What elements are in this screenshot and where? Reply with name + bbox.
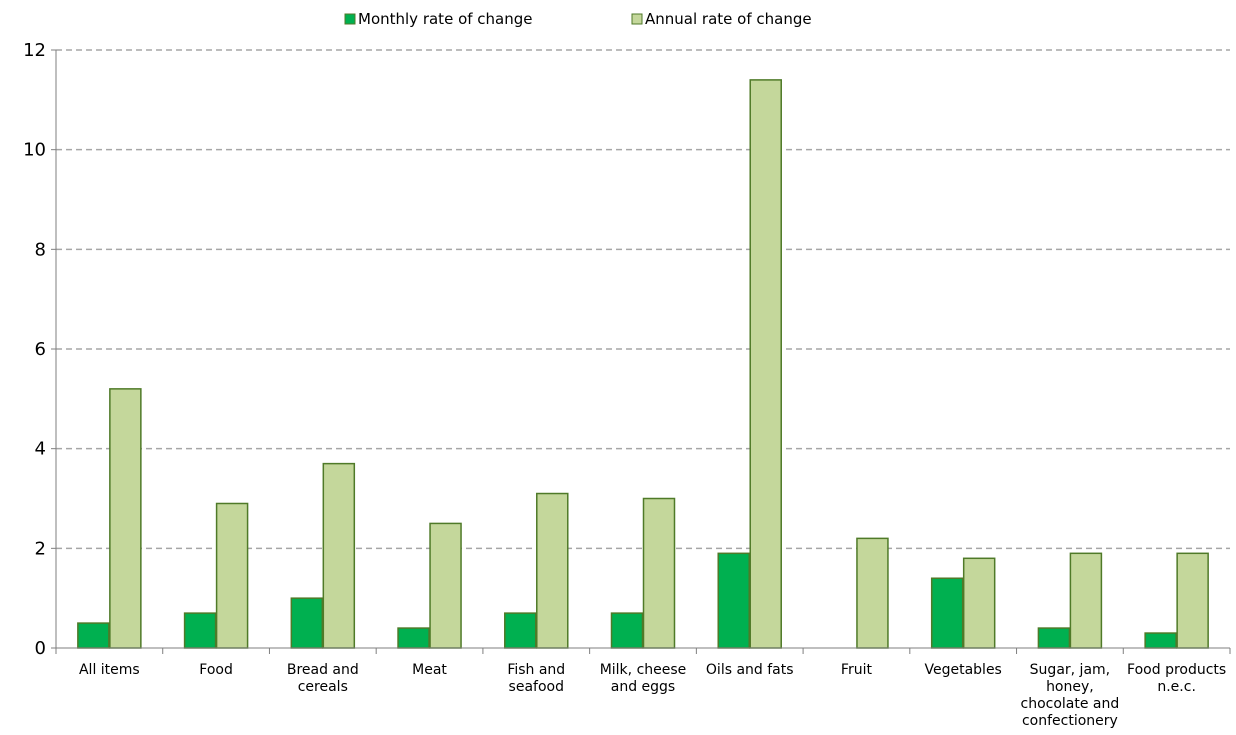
x-category-label: Meat (412, 662, 447, 678)
x-category-label-line: Oils and fats (706, 662, 794, 678)
bar-monthly (717, 552, 750, 649)
x-category-label: Sugar, jam, honey, chocolate and confection… (1021, 662, 1120, 729)
x-category-label-line: Food products (1127, 662, 1226, 678)
x-category-label-line: Bread and (287, 662, 359, 678)
x-category-label-line: and eggs (611, 679, 675, 695)
bar-monthly (397, 627, 430, 649)
y-tick-label: 6 (35, 339, 46, 360)
x-category-label-line: Milk, cheese (600, 662, 687, 678)
legend: Monthly rate of change Annual rate of cha… (344, 10, 812, 28)
x-category-label-line: confectionery (1022, 713, 1118, 729)
bar-monthly (1144, 632, 1177, 649)
x-category-label: All items (79, 662, 140, 678)
x-category-labels: All items Food Bread and cereals Meat Fish an… (79, 662, 1226, 729)
y-tick-label: 12 (23, 40, 46, 61)
bar-annual (749, 79, 782, 649)
x-category-label: Bread and cereals (287, 662, 359, 695)
bar-annual (642, 497, 676, 649)
x-category-label: Fish and seafood (507, 662, 565, 695)
bar-annual (856, 537, 889, 649)
bars (77, 79, 1209, 649)
x-category-label-line: Fruit (841, 662, 873, 678)
legend-label: Monthly rate of change (358, 10, 533, 28)
y-tick-label: 10 (23, 140, 46, 161)
x-category-label: Food (199, 662, 233, 678)
bar-monthly (930, 577, 964, 649)
bar-monthly (610, 612, 644, 649)
x-category-label-line: cereals (298, 679, 348, 695)
x-category-label: Food products n.e.c. (1127, 662, 1226, 695)
x-category-label-line: honey, (1046, 679, 1094, 695)
y-tick-label: 4 (35, 439, 46, 460)
y-tick-label: 8 (35, 239, 46, 260)
x-category-label-line: seafood (509, 679, 564, 695)
x-category-label-line: Fish and (507, 662, 565, 678)
bar-annual (429, 522, 462, 649)
gridlines (56, 49, 1230, 550)
y-tick-labels: 0 2 4 6 8 10 12 (23, 40, 46, 659)
bar-annual (1069, 552, 1103, 649)
x-category-label: Fruit (841, 662, 873, 678)
bar-monthly (290, 597, 324, 649)
x-category-label: Oils and fats (706, 662, 794, 678)
bar-monthly (77, 622, 110, 649)
bar-annual (109, 388, 142, 649)
x-category-label-line: Sugar, jam, (1030, 662, 1110, 678)
y-tick-label: 0 (35, 638, 46, 659)
bar-annual (962, 557, 996, 649)
legend-swatch (344, 13, 356, 25)
x-category-label-line: chocolate and (1021, 696, 1120, 712)
bar-monthly (1037, 627, 1071, 649)
x-category-label-line: Meat (412, 662, 447, 678)
bar-annual (322, 462, 356, 649)
x-category-label-line: Food (199, 662, 233, 678)
y-tick-label: 2 (35, 538, 46, 559)
legend-label: Annual rate of change (645, 10, 812, 28)
axes (51, 49, 1231, 654)
bar-monthly (183, 612, 217, 649)
bar-monthly (504, 612, 537, 649)
bar-annual (215, 502, 249, 649)
legend-swatch (631, 13, 643, 25)
x-category-label-line: Vegetables (925, 662, 1002, 678)
bar-annual (536, 492, 569, 649)
x-category-label: Milk, cheese and eggs (600, 662, 687, 695)
x-category-label-line: n.e.c. (1157, 679, 1196, 695)
x-category-label-line: All items (79, 662, 140, 678)
x-category-label: Vegetables (925, 662, 1002, 678)
bar-annual (1176, 552, 1209, 649)
